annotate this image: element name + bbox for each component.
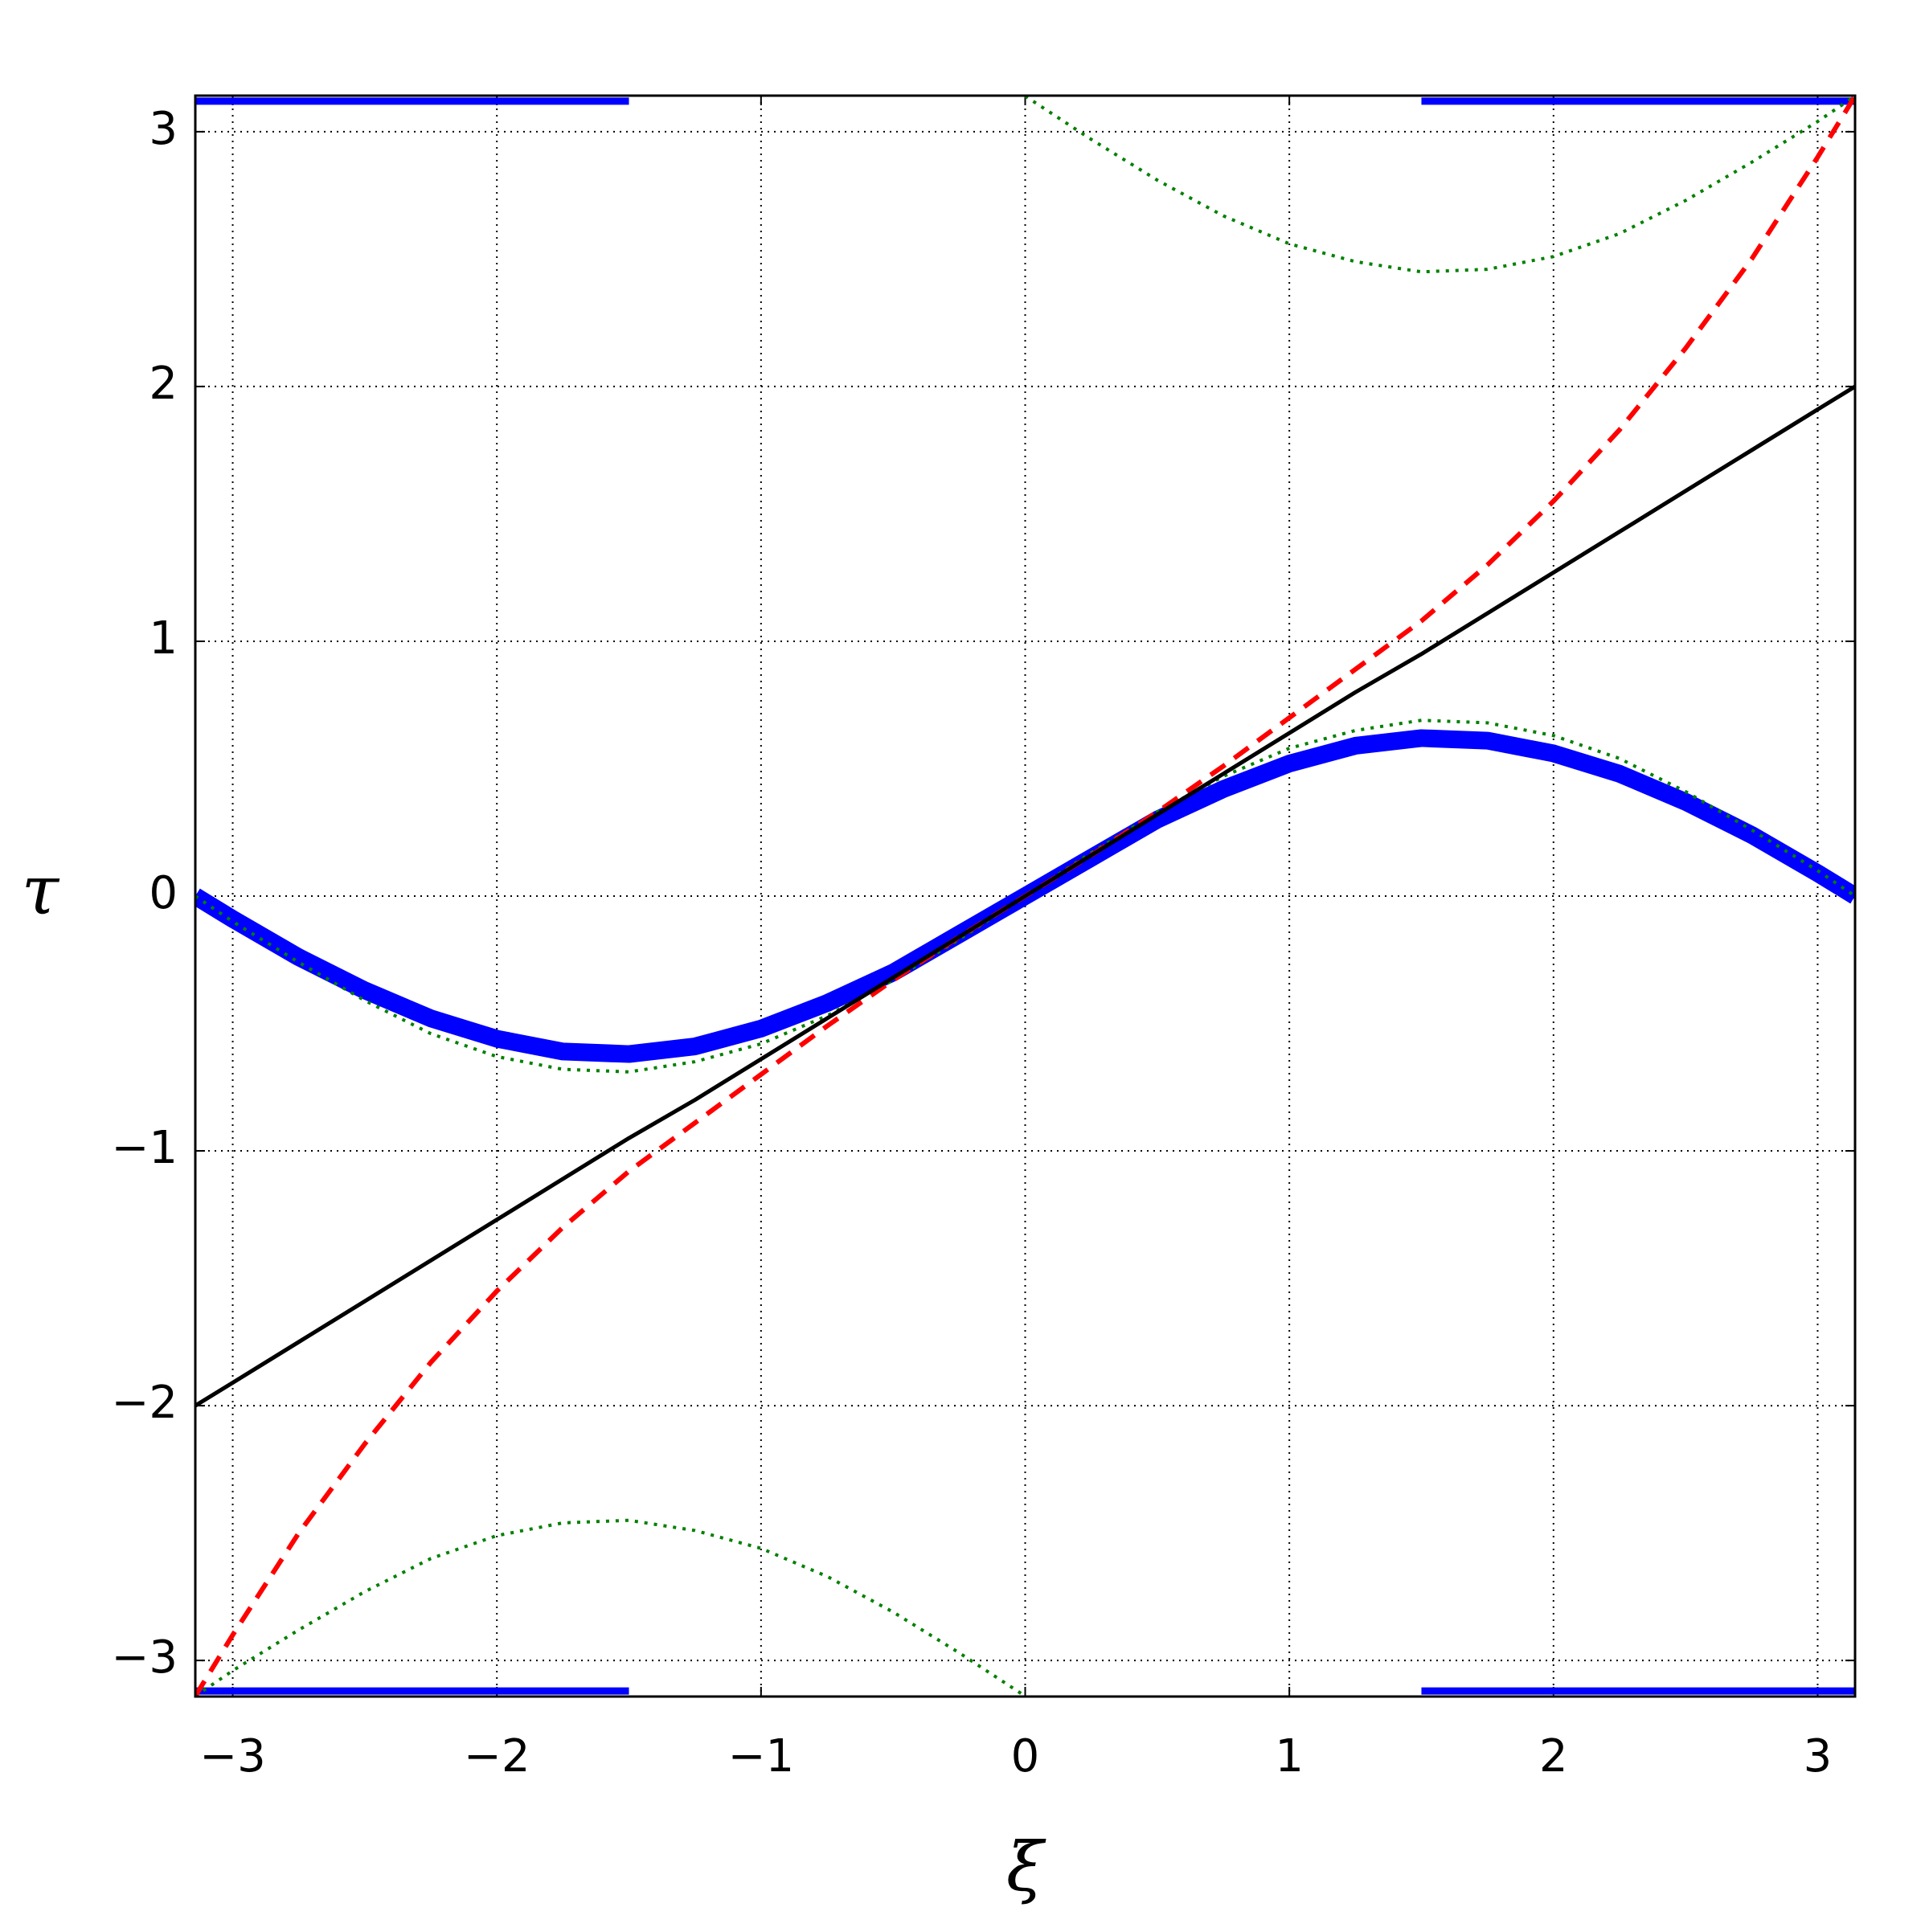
y-tick-label: −3: [111, 1631, 178, 1684]
x-tick-label: 3: [1804, 1730, 1833, 1783]
series-line: [195, 1518, 1026, 1697]
y-axis-label: τ: [22, 851, 60, 930]
x-axis-label: ξ: [1006, 1828, 1046, 1906]
y-tick-label: −2: [111, 1377, 178, 1429]
series-line: [195, 384, 1855, 1408]
y-tick-label: 3: [149, 103, 178, 155]
x-tick-label: 1: [1275, 1730, 1304, 1783]
plot-frame: [194, 94, 1857, 1698]
y-tick-label: 2: [149, 358, 178, 410]
x-tick-label: −1: [728, 1730, 795, 1783]
y-tick-label: 0: [149, 867, 178, 919]
x-tick-label: −2: [464, 1730, 530, 1783]
y-tick-label: −1: [111, 1122, 178, 1174]
x-tick-label: 2: [1539, 1730, 1568, 1783]
x-tick-label: −3: [199, 1730, 266, 1783]
y-tick-label: 1: [149, 612, 178, 665]
x-tick-label: 0: [1011, 1730, 1040, 1783]
